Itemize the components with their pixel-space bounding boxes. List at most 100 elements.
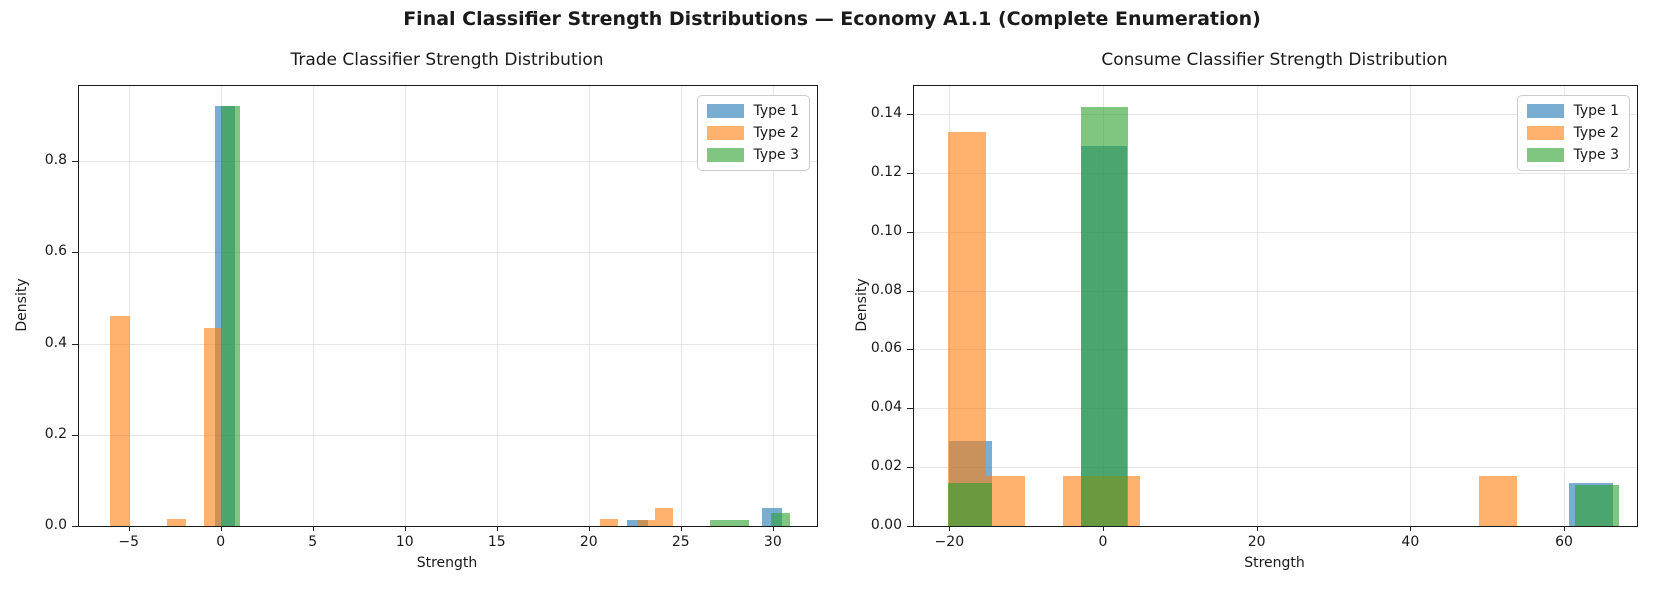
trade-gridline-x <box>128 86 130 526</box>
trade-x-tick-label: −5 <box>118 534 140 550</box>
legend-swatch-icon <box>707 148 745 162</box>
trade-y-tick-label: 0.8 <box>44 152 67 168</box>
trade-gridline-x <box>496 86 498 526</box>
trade-y-tick-mark <box>71 252 78 254</box>
trade-bar-type2 <box>599 519 619 526</box>
consume-y-tick-label: 0.12 <box>870 163 902 180</box>
consume-x-tick-label: 40 <box>1401 534 1420 550</box>
legend-swatch-icon <box>1527 104 1565 118</box>
consume-bar-type2 <box>1478 475 1518 526</box>
consume-y-tick-mark <box>906 290 913 292</box>
trade-legend-item-type1: Type 1 <box>707 103 799 119</box>
trade-x-tick-label: 5 <box>308 534 318 550</box>
trade-x-tick-label: 25 <box>671 534 690 550</box>
trade-bar-type2 <box>167 519 186 526</box>
consume-axes: −20 0 20 40 60 0.00 0.02 0.04 0.06 0.08 0.10 0.12 0.… <box>871 85 1638 550</box>
consume-legend: Type 1 Type 2 Type 3 <box>1517 95 1630 171</box>
consume-y-tick-mark <box>906 526 913 527</box>
consume-x-tick-label: 60 <box>1555 534 1573 550</box>
legend-label: Type 2 <box>753 125 799 141</box>
trade-bar-type2 <box>636 520 656 526</box>
consume-gridline-x <box>1410 86 1412 526</box>
trade-x-tick-mark <box>220 526 222 531</box>
legend-swatch-icon <box>707 126 745 140</box>
consume-y-tick-label: 0.00 <box>870 517 902 533</box>
trade-x-tick-mark <box>496 526 498 531</box>
trade-x-tick-label: 10 <box>395 534 414 550</box>
consume-bar-type2 <box>986 475 1025 526</box>
consume-gridline-y <box>914 349 1637 351</box>
trade-y-tick-label: 0.2 <box>44 425 67 442</box>
consume-gridline-x <box>1256 86 1258 526</box>
trade-plot-title: Trade Classifier Strength Distribution <box>290 50 604 70</box>
trade-x-tick-mark <box>128 526 130 531</box>
trade-y-tick-label: 0.0 <box>44 517 67 533</box>
legend-swatch-icon <box>1527 148 1565 162</box>
legend-swatch-icon <box>707 104 745 118</box>
consume-plot-title: Consume Classifier Strength Distribution <box>1101 50 1448 70</box>
trade-x-tick-label: 15 <box>487 534 506 550</box>
consume-gridline-y <box>914 290 1637 292</box>
consume-y-tick-label: 0.04 <box>870 399 902 416</box>
trade-bar-type2 <box>110 316 130 526</box>
trade-y-tick-label: 0.4 <box>44 334 67 351</box>
trade-gridline-x <box>404 86 406 526</box>
consume-gridline-y <box>914 172 1637 174</box>
trade-axes: −5 0 5 10 15 20 25 30 0.0 0.2 0.4 0.6 0.8 Type 1 Type … <box>45 85 818 550</box>
consume-x-tick-label: −20 <box>934 534 965 550</box>
trade-ylabel-text: Density <box>14 278 30 332</box>
trade-x-tick-label: 20 <box>579 534 598 550</box>
trade-gridline-x <box>680 86 682 526</box>
consume-x-tick-mark <box>1410 526 1412 531</box>
consume-legend-item-type3: Type 3 <box>1527 147 1619 163</box>
consume-gridline-y <box>914 467 1637 469</box>
trade-x-tick-label: 30 <box>763 534 782 550</box>
consume-bar-type3 <box>1080 106 1128 526</box>
consume-x-tick-label: 0 <box>1098 534 1108 550</box>
figure-suptitle: Final Classifier Strength Distributions … <box>403 8 1261 30</box>
consume-y-tick-mark <box>906 231 913 233</box>
consume-xlabel: Strength <box>913 555 1636 571</box>
legend-label: Type 1 <box>753 103 799 119</box>
consume-y-tick-label: 0.08 <box>870 281 902 298</box>
trade-y-tick-mark <box>71 161 78 162</box>
trade-bar-type3 <box>220 106 241 526</box>
consume-y-tick-mark <box>906 408 913 410</box>
trade-xlabel: Strength <box>78 555 816 571</box>
consume-y-tick-mark <box>906 172 913 174</box>
trade-bar-type3 <box>710 520 730 526</box>
consume-y-tick-label: 0.14 <box>870 104 902 121</box>
consume-y-tick-label: 0.02 <box>870 458 902 475</box>
consume-y-tick-mark <box>906 113 913 115</box>
legend-label: Type 2 <box>1573 125 1619 141</box>
consume-x-tick-mark <box>1256 526 1258 531</box>
consume-gridline-x <box>1564 86 1565 526</box>
trade-y-tick-mark <box>71 526 78 527</box>
consume-xlabel-text: Strength <box>1244 555 1305 571</box>
trade-bar-type3 <box>770 513 791 526</box>
trade-x-tick-mark <box>404 526 406 531</box>
consume-bar-type2 <box>947 131 987 526</box>
trade-x-tick-mark <box>588 526 590 531</box>
trade-gridline-y <box>79 161 817 162</box>
consume-y-tick-label: 0.10 <box>870 222 902 239</box>
consume-x-tick-mark <box>1103 526 1104 531</box>
consume-x-tick-mark <box>949 526 951 531</box>
consume-x-tick-mark <box>1564 526 1565 531</box>
legend-label: Type 3 <box>1573 147 1619 163</box>
consume-legend-item-type1: Type 1 <box>1527 103 1619 119</box>
trade-x-tick-mark <box>772 526 774 531</box>
trade-gridline-y <box>79 343 817 345</box>
trade-gridline-x <box>772 86 774 526</box>
trade-y-tick-mark <box>71 343 78 345</box>
legend-label: Type 3 <box>753 147 799 163</box>
trade-bar-type2 <box>655 507 674 526</box>
consume-gridline-y <box>914 408 1637 410</box>
consume-y-tick-label: 0.06 <box>870 340 902 357</box>
trade-legend: Type 1 Type 2 Type 3 <box>697 95 810 171</box>
trade-x-tick-mark <box>680 526 682 531</box>
trade-legend-item-type3: Type 3 <box>707 147 799 163</box>
legend-swatch-icon <box>1527 126 1565 140</box>
consume-gridline-y <box>914 113 1637 115</box>
